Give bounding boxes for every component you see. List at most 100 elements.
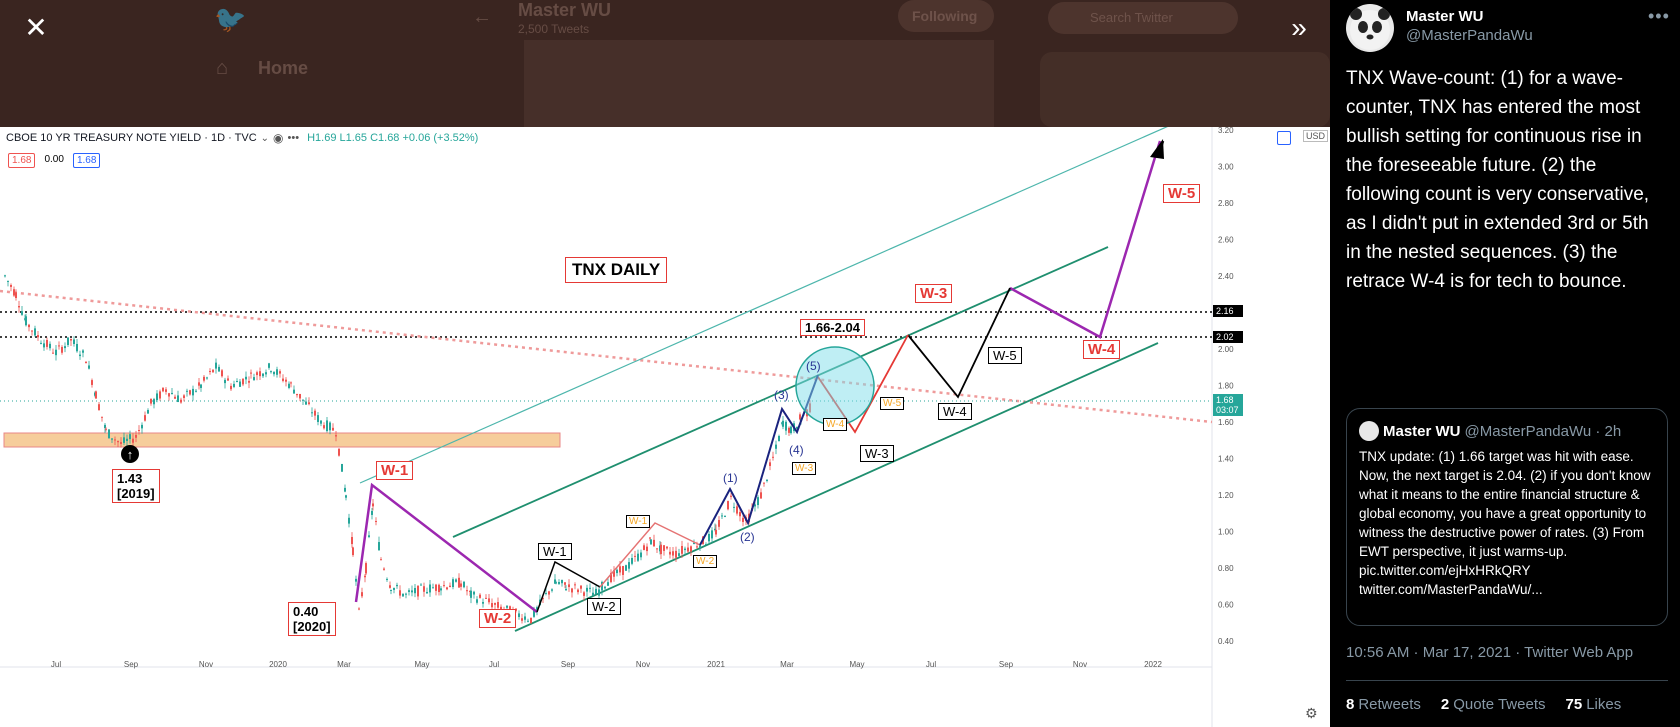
red-wave-line-1 [599, 522, 701, 588]
author-handle[interactable]: @MasterPandaWu [1406, 27, 1533, 44]
x-tick-label: Nov [199, 660, 213, 669]
candle-body [408, 590, 410, 592]
black-wave-label-2: W-2 [587, 598, 621, 615]
candle-body [250, 372, 252, 374]
candle-body [631, 557, 633, 564]
bg-search-pill [1048, 2, 1238, 34]
candle-body [705, 544, 707, 546]
black-wave-label-5: W-5 [988, 347, 1022, 364]
likes-stat[interactable]: 75 Likes [1566, 696, 1622, 713]
bg-search-label: Search Twitter [1090, 10, 1173, 25]
candle-body [335, 435, 337, 437]
y-tick-label: 1.00 [1218, 528, 1234, 537]
candle-body [227, 378, 229, 381]
candle-body [239, 381, 241, 387]
bg-home-label: Home [258, 58, 309, 78]
x-tick-label: 2020 [269, 660, 287, 669]
author-name[interactable]: Master WU [1406, 8, 1484, 25]
candle-body [230, 385, 232, 390]
candle-body [669, 551, 671, 555]
avatar[interactable] [1346, 4, 1394, 52]
quoted-tweet[interactable]: Master WU @MasterPandaWu · 2h TNX update… [1346, 408, 1668, 626]
candle-body [561, 579, 563, 584]
candle-body [782, 420, 784, 427]
candle-body [21, 311, 23, 315]
candle-body [268, 363, 270, 368]
candle-body [766, 479, 768, 481]
candle-body [429, 584, 431, 593]
last-price-tag: 1.68 03:07 [1213, 394, 1243, 416]
candle-body [497, 602, 499, 608]
candle-body [724, 516, 726, 518]
more-options-icon[interactable]: ••• [1648, 6, 1670, 26]
candle-body [305, 401, 307, 405]
candle-body [218, 366, 220, 372]
retweets-stat[interactable]: 8 Retweets [1346, 696, 1421, 713]
candle-body [364, 575, 366, 578]
candle-body [296, 393, 298, 396]
candle-body [375, 520, 377, 522]
red-wave-label-2: W-2 [479, 609, 517, 628]
candle-body [91, 380, 93, 385]
candle-body [46, 340, 48, 347]
currency-label: USD [1303, 130, 1329, 142]
candle-body [355, 578, 357, 582]
candle-body [568, 584, 570, 588]
x-tick-label: Sep [124, 660, 139, 669]
candle-body [341, 463, 343, 472]
media-viewer: 🐦 ⌂ Home ← Master WU 2,500 Tweets Follow… [0, 0, 1330, 727]
chart-image: 3.203.002.802.602.402.202.001.801.601.40… [0, 127, 1330, 727]
tweet-timestamp[interactable]: 10:56 AM · Mar 17, 2021 · Twitter Web Ap… [1346, 644, 1634, 661]
red-wave-label-5: W-5 [1163, 184, 1201, 203]
target-arrow-shaft [1156, 140, 1165, 158]
quote-author-meta: @MasterPandaWu · 2h [1464, 422, 1622, 440]
candle-body [67, 337, 69, 345]
candle-body [675, 550, 677, 558]
candle-body [796, 426, 798, 429]
red-wave-label-1: W-1 [376, 461, 414, 480]
candle-body [236, 381, 238, 383]
candle-body [108, 429, 110, 439]
candle-body [311, 412, 313, 414]
x-tick-label: Jul [926, 660, 936, 669]
candle-body [649, 537, 651, 539]
candle-body [206, 377, 208, 379]
bg-banner [524, 40, 994, 127]
collapse-panel-button[interactable]: » [1291, 12, 1307, 43]
tnx-chart: 3.203.002.802.602.402.202.001.801.601.40… [0, 127, 1234, 727]
lower-channel-line [514, 342, 1159, 632]
orange-wave-label-4: W-4 [823, 418, 848, 431]
x-tick-labels: Jul Sep Nov 2020 Mar May Jul Sep Nov 2021 Mar May Ju… [51, 660, 1163, 669]
orange-wave-label-2: W-2 [693, 555, 718, 568]
outer-channel-line [359, 127, 1168, 484]
candle-body [165, 389, 167, 392]
x-tick-label: Mar [337, 660, 351, 669]
candle-body [446, 587, 448, 590]
candle-body [147, 410, 149, 414]
orange-wave-label-5: W-5 [880, 397, 905, 410]
candle-body [799, 414, 801, 420]
x-tick-label: 2021 [707, 660, 725, 669]
candle-body [253, 377, 255, 381]
orange-wave-label-3: W-3 [792, 462, 817, 475]
candle-body [455, 579, 457, 582]
candle-body [715, 529, 717, 535]
close-button[interactable]: ✕ [24, 12, 48, 43]
candle-body [114, 439, 116, 441]
candle-body [619, 566, 621, 573]
chart-title-box: TNX DAILY [565, 257, 668, 283]
candle-body [245, 376, 247, 380]
candle-body [650, 539, 652, 545]
black-wave-label-4: W-4 [938, 403, 972, 420]
quote-tweets-stat[interactable]: 2 Quote Tweets [1441, 696, 1546, 713]
y-tick-label: 3.20 [1218, 127, 1234, 135]
y-tick-label: 0.40 [1218, 637, 1234, 646]
candle-body [479, 594, 481, 598]
candle-body [276, 369, 278, 375]
candle-body [488, 598, 490, 603]
y-tick-label: 0.60 [1218, 601, 1234, 610]
quote-author-name: Master WU [1383, 422, 1461, 440]
low-2020-box: 0.40 [2020] [288, 602, 336, 636]
red-wave-label-4: W-4 [1083, 340, 1121, 359]
divider [1346, 680, 1668, 681]
